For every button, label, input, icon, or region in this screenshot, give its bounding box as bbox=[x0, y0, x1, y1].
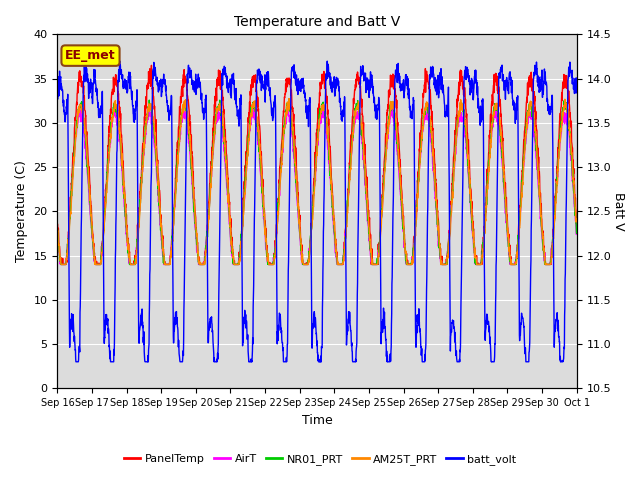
Title: Temperature and Batt V: Temperature and Batt V bbox=[234, 15, 400, 29]
Y-axis label: Temperature (C): Temperature (C) bbox=[15, 160, 28, 262]
X-axis label: Time: Time bbox=[301, 414, 332, 427]
Text: EE_met: EE_met bbox=[65, 49, 116, 62]
Y-axis label: Batt V: Batt V bbox=[612, 192, 625, 231]
Legend: PanelTemp, AirT, NR01_PRT, AM25T_PRT, batt_volt: PanelTemp, AirT, NR01_PRT, AM25T_PRT, ba… bbox=[119, 450, 521, 469]
